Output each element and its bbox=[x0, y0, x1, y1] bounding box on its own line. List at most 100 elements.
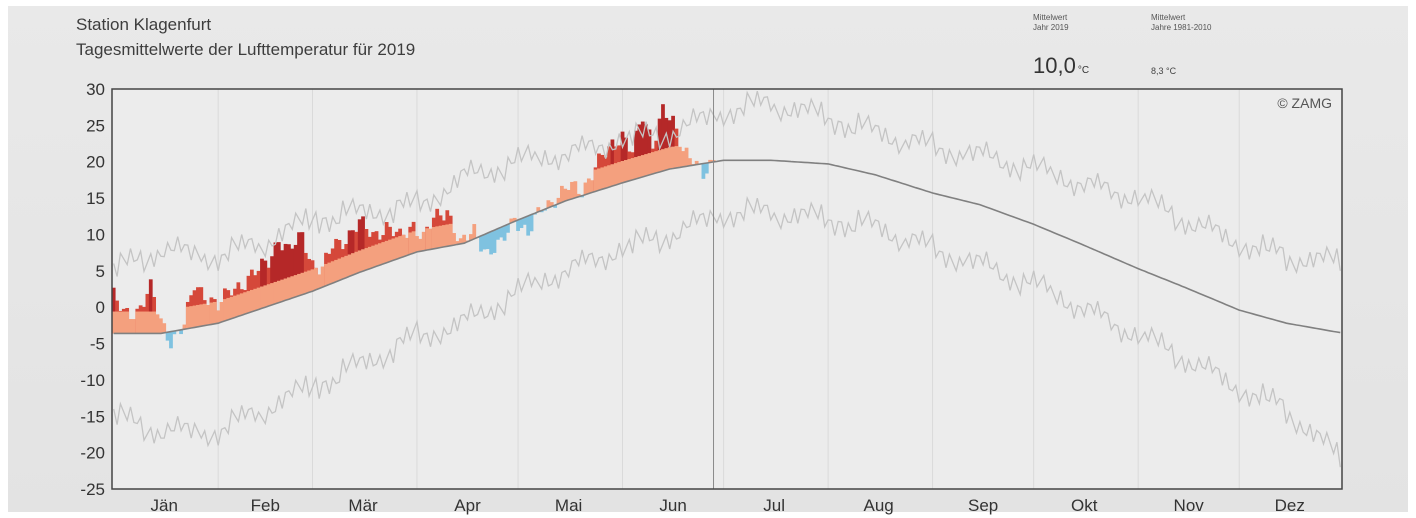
max-line bbox=[113, 90, 1341, 277]
year-mean-number: 10,0 bbox=[1033, 53, 1076, 78]
daily-bar bbox=[148, 279, 153, 334]
daily-bar-base bbox=[313, 268, 318, 290]
daily-bar bbox=[688, 158, 692, 166]
y-tick-label: -25 bbox=[80, 480, 105, 499]
daily-bar-base bbox=[442, 225, 446, 247]
daily-bar bbox=[512, 217, 517, 222]
x-tick-label: Mär bbox=[348, 496, 378, 515]
daily-bar bbox=[590, 180, 595, 193]
daily-bar-base bbox=[425, 228, 429, 251]
daily-bar bbox=[492, 230, 497, 253]
daily-bar bbox=[644, 124, 649, 176]
daily-bar bbox=[421, 231, 426, 251]
year-mean-label: Mittelwert Jahr 2019 bbox=[1033, 13, 1069, 32]
daily-bar bbox=[620, 131, 625, 183]
series-lines bbox=[113, 89, 1341, 489]
daily-bar-base bbox=[226, 297, 231, 320]
daily-bar bbox=[549, 202, 554, 207]
daily-bar-base bbox=[229, 296, 234, 319]
daily-bar bbox=[273, 242, 278, 304]
daily-bar bbox=[519, 218, 524, 229]
daily-bar-base bbox=[388, 239, 392, 262]
daily-bar-base bbox=[266, 284, 271, 307]
anomaly-fills bbox=[111, 104, 716, 349]
daily-bar bbox=[132, 319, 136, 334]
daily-bar-base bbox=[115, 311, 119, 334]
daily-bar-base bbox=[617, 162, 622, 184]
x-tick-label: Nov bbox=[1174, 496, 1205, 515]
daily-bar bbox=[704, 163, 709, 174]
year-mean-unit: °C bbox=[1077, 65, 1090, 76]
daily-bar bbox=[287, 244, 291, 300]
daily-bar-base bbox=[448, 223, 453, 246]
daily-bar bbox=[509, 218, 514, 223]
daily-bar bbox=[404, 237, 409, 256]
daily-bar-base bbox=[600, 167, 605, 190]
daily-bar-base bbox=[391, 238, 396, 261]
daily-bar-base bbox=[364, 248, 369, 270]
daily-bar bbox=[671, 115, 675, 169]
y-tick-label: 0 bbox=[96, 298, 105, 317]
daily-bar-base bbox=[189, 306, 194, 328]
daily-bar bbox=[610, 139, 615, 187]
daily-bar-base bbox=[661, 149, 665, 171]
daily-bar-base bbox=[603, 166, 608, 189]
normal-mean-label: Mittelwert Jahre 1981-2010 bbox=[1151, 13, 1212, 32]
daily-bar bbox=[681, 151, 686, 167]
daily-bar-base bbox=[671, 146, 675, 169]
daily-bar-base bbox=[287, 277, 291, 300]
daily-bar-base bbox=[354, 251, 359, 274]
y-tick-label: 30 bbox=[86, 80, 105, 99]
daily-bar-base bbox=[192, 305, 197, 328]
daily-bar bbox=[563, 188, 568, 201]
x-tick-label: Mai bbox=[555, 496, 582, 515]
daily-bar bbox=[708, 159, 713, 163]
daily-bar bbox=[206, 304, 210, 325]
daily-bar bbox=[661, 104, 665, 171]
x-tick-label: Sep bbox=[968, 496, 998, 515]
daily-bar bbox=[219, 301, 224, 323]
daily-bar-base bbox=[351, 253, 355, 275]
daily-bar bbox=[586, 178, 591, 194]
daily-bar bbox=[462, 234, 467, 244]
daily-bar-base bbox=[145, 311, 150, 334]
daily-bar bbox=[526, 215, 531, 236]
daily-bar bbox=[276, 242, 281, 303]
daily-bar bbox=[182, 324, 187, 330]
y-tick-label: -10 bbox=[80, 371, 105, 390]
daily-bar-base bbox=[111, 311, 116, 334]
daily-bar bbox=[499, 227, 504, 238]
x-tick-label: Jän bbox=[151, 496, 178, 515]
daily-bar bbox=[297, 232, 301, 296]
daily-bar bbox=[647, 129, 652, 175]
daily-bar-base bbox=[236, 294, 241, 317]
daily-bar-base bbox=[438, 225, 443, 248]
daily-bar-base bbox=[411, 231, 416, 254]
daily-bar-base bbox=[620, 161, 625, 183]
daily-bar bbox=[482, 234, 487, 250]
y-tick-label: 5 bbox=[96, 262, 105, 281]
daily-bar bbox=[559, 185, 564, 203]
plot-frame bbox=[111, 88, 1343, 490]
chart-subtitle: Tagesmittelwerte der Lufttemperatur für … bbox=[76, 40, 416, 59]
daily-bar bbox=[418, 238, 423, 252]
daily-bar bbox=[428, 228, 433, 250]
daily-bar-base bbox=[280, 279, 285, 302]
daily-bar-base bbox=[374, 244, 379, 267]
daily-bar-base bbox=[340, 257, 345, 280]
daily-bar-base bbox=[270, 283, 274, 305]
y-tick-label: -5 bbox=[90, 335, 105, 354]
daily-bar-base bbox=[263, 285, 268, 308]
copyright-label: © ZAMG bbox=[1277, 95, 1332, 111]
daily-bar bbox=[351, 230, 355, 275]
daily-bar-base bbox=[367, 246, 372, 269]
daily-bar-base bbox=[357, 250, 362, 273]
daily-bar bbox=[536, 207, 541, 212]
daily-bar bbox=[684, 147, 689, 167]
daily-bar bbox=[566, 189, 571, 200]
daily-bar bbox=[664, 117, 669, 170]
daily-bar-base bbox=[445, 224, 450, 247]
daily-bar bbox=[576, 193, 581, 197]
daily-bar bbox=[283, 243, 288, 301]
daily-bar-base bbox=[307, 270, 312, 293]
